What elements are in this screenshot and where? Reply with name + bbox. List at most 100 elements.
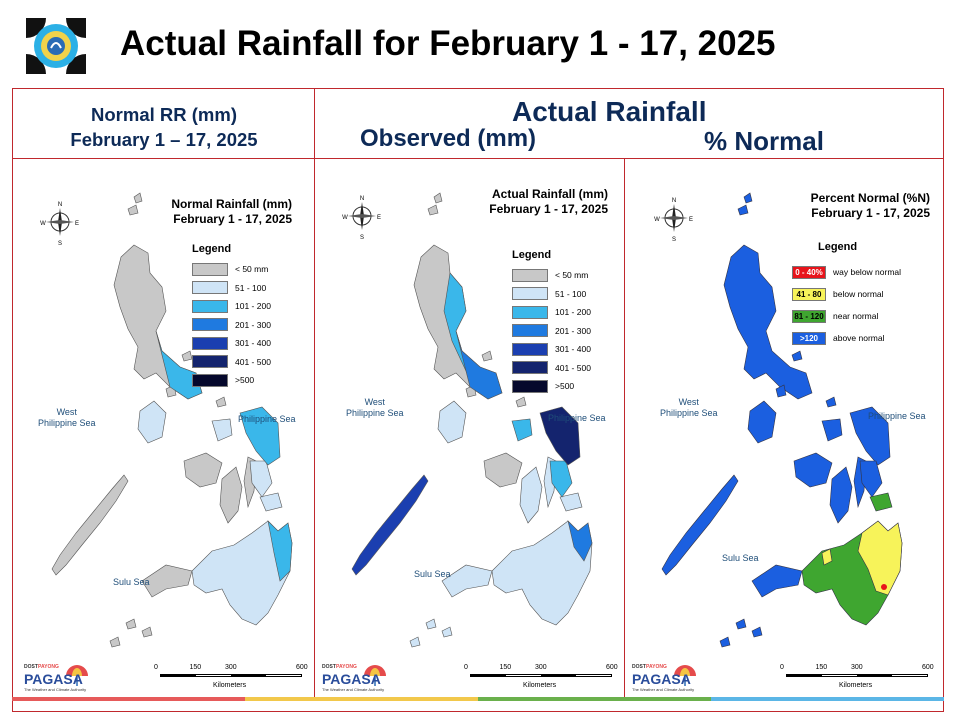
sea-west-line2: Philippine Sea <box>346 408 404 418</box>
content-frame <box>12 88 944 712</box>
legend-item: < 50 mm <box>192 262 268 276</box>
compass-rose-icon: N S W E <box>654 198 693 242</box>
actual-map-title: Actual Rainfall (mm) February 1 - 17, 20… <box>489 187 608 217</box>
legend-swatch <box>512 305 548 319</box>
footer-payong: PAYONG <box>38 664 59 670</box>
divider-right <box>624 158 625 701</box>
normal-rr-period: February 1 – 17, 2025 <box>70 129 258 150</box>
legend-item: >120 above normal <box>792 331 885 345</box>
legend-swatch <box>512 342 548 356</box>
legend-label: 101 - 200 <box>235 301 271 311</box>
legend-label: 101 - 200 <box>555 307 591 317</box>
sea-west-line1: West <box>364 397 385 407</box>
umbrella-icon <box>66 665 88 686</box>
legend-swatch <box>512 361 548 374</box>
percent-map-title: Percent Normal (%N) February 1 - 17, 202… <box>811 191 930 221</box>
legend-label: >500 <box>235 375 255 385</box>
legend-label: 51 - 100 <box>235 282 267 293</box>
sea-label-south: Sulu Sea <box>722 553 759 563</box>
normal-rainfall-map <box>51 192 293 648</box>
compass-label: E <box>689 217 693 223</box>
sea-label-west: West Philippine Sea <box>660 397 718 419</box>
scale-tick: 600 <box>296 664 308 671</box>
compass-label: W <box>342 215 348 221</box>
scale-tick: 0 <box>464 664 468 671</box>
normal-map-title: Normal Rainfall (mm) February 1 - 17, 20… <box>171 197 292 227</box>
scale-bar: 0 150 300 600 Kilometers <box>154 664 308 696</box>
legend-swatch <box>192 336 228 350</box>
legend-item: 301 - 400 <box>192 336 271 350</box>
legend-label: way below normal <box>833 267 902 277</box>
legend-swatch: 41 - 80 <box>792 287 826 301</box>
legend-item: 101 - 200 <box>192 299 271 313</box>
legend-label: 51 - 100 <box>555 288 587 299</box>
sea-label-west: West Philippine Sea <box>38 407 96 429</box>
compass-label: S <box>58 241 62 246</box>
compass-label: S <box>672 237 676 242</box>
legend-swatch: 0 - 40% <box>792 265 826 279</box>
normal-map-title-line2: February 1 - 17, 2025 <box>173 212 292 226</box>
normal-rainfall-map-panel: Normal Rainfall (mm) February 1 - 17, 20… <box>16 161 312 701</box>
compass-label: S <box>360 235 364 240</box>
observed-header: Observed (mm) <box>360 125 537 152</box>
compass-label: N <box>360 196 364 202</box>
legend-swatch <box>512 268 548 282</box>
sea-label-west: West Philippine Sea <box>346 397 404 419</box>
scale-tick: 300 <box>225 664 237 671</box>
legend-swatch: >120 <box>792 331 826 345</box>
footer-slogan: The Weather and Climate Authority <box>322 687 385 692</box>
compass-rose-icon: N S W E <box>40 202 79 246</box>
pagasa-seal-logo <box>26 18 86 74</box>
actual-rainfall-header: Actual Rainfall <box>512 96 707 127</box>
footer-payong: PAYONG <box>646 664 667 670</box>
legend-item: 401 - 500 <box>192 355 271 369</box>
scale-tick: 600 <box>922 664 934 671</box>
header-divider <box>12 158 944 159</box>
percent-legend-title: Legend <box>818 241 858 253</box>
actual-legend-title: Legend <box>512 249 552 261</box>
compass-label: E <box>75 221 79 227</box>
footer-dost: DOST <box>24 664 38 670</box>
footer-org: PAGASA <box>632 671 691 687</box>
scale-unit: Kilometers <box>839 682 873 689</box>
scale-bar: 0 150 300 600 Kilometers <box>780 664 934 696</box>
legend-item: 51 - 100 <box>192 281 266 295</box>
legend-swatch <box>192 373 228 387</box>
bottom-color-bar <box>12 697 944 701</box>
percent-normal-header: % Normal <box>704 126 824 156</box>
compass-label: N <box>672 198 676 204</box>
color-bar-segment <box>245 697 478 701</box>
scale-tick: 0 <box>780 664 784 671</box>
legend-label: 301 - 400 <box>555 344 591 354</box>
actual-map-title-line1: Actual Rainfall (mm) <box>491 187 608 201</box>
footer-org: PAGASA <box>24 671 83 687</box>
slide-title: Actual Rainfall for February 1 - 17, 202… <box>120 24 776 63</box>
pagasa-footer-logo: DOST PAYONG PAGASA The Weather and Climate … <box>630 662 700 696</box>
scale-tick: 600 <box>606 664 618 671</box>
scale-unit: Kilometers <box>213 682 247 689</box>
legend-label: 201 - 300 <box>555 325 591 336</box>
scale-bar: 0 150 300 600 Kilometers <box>464 664 618 696</box>
way-below-normal-spot <box>881 584 887 590</box>
legend-swatch <box>512 287 548 300</box>
sea-label-east: Philippine Sea <box>238 414 296 424</box>
legend-item: 81 - 120 near normal <box>792 309 878 323</box>
normal-map-title-line1: Normal Rainfall (mm) <box>171 197 292 211</box>
legend-swatch <box>192 262 228 276</box>
footer-slogan: The Weather and Climate Authority <box>632 687 695 692</box>
legend-label: 401 - 500 <box>235 356 271 367</box>
scale-tick: 150 <box>499 664 512 671</box>
legend-swatch <box>512 324 548 337</box>
scale-tick: 150 <box>815 664 828 671</box>
legend-item: < 50 mm <box>512 268 588 282</box>
legend-label: above normal <box>833 333 885 343</box>
compass-label: E <box>377 215 381 221</box>
legend-item: 301 - 400 <box>512 342 591 356</box>
legend-label: 201 - 300 <box>235 319 271 330</box>
color-bar-segment <box>478 697 711 701</box>
legend-item: 41 - 80 below normal <box>792 287 884 301</box>
legend-label: 401 - 500 <box>555 362 591 373</box>
legend-swatch <box>512 379 548 393</box>
footer-payong: PAYONG <box>336 664 357 670</box>
sea-label-east: Philippine Sea <box>548 413 606 423</box>
